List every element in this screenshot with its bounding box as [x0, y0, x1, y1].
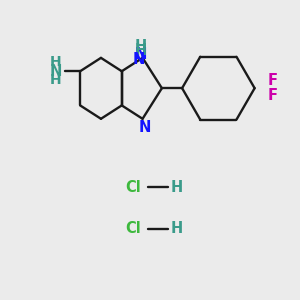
Text: N: N: [139, 120, 151, 135]
Text: N: N: [50, 64, 62, 79]
Text: H: H: [171, 180, 183, 195]
Text: H: H: [50, 55, 61, 69]
Text: Cl: Cl: [125, 180, 141, 195]
Text: F: F: [268, 88, 278, 103]
Text: H: H: [135, 39, 147, 54]
Text: H: H: [50, 73, 61, 87]
Text: H: H: [171, 221, 183, 236]
Text: N: N: [133, 52, 145, 67]
Text: H: H: [134, 43, 147, 58]
Text: N: N: [135, 47, 147, 62]
Text: Cl: Cl: [125, 221, 141, 236]
Text: F: F: [268, 73, 278, 88]
